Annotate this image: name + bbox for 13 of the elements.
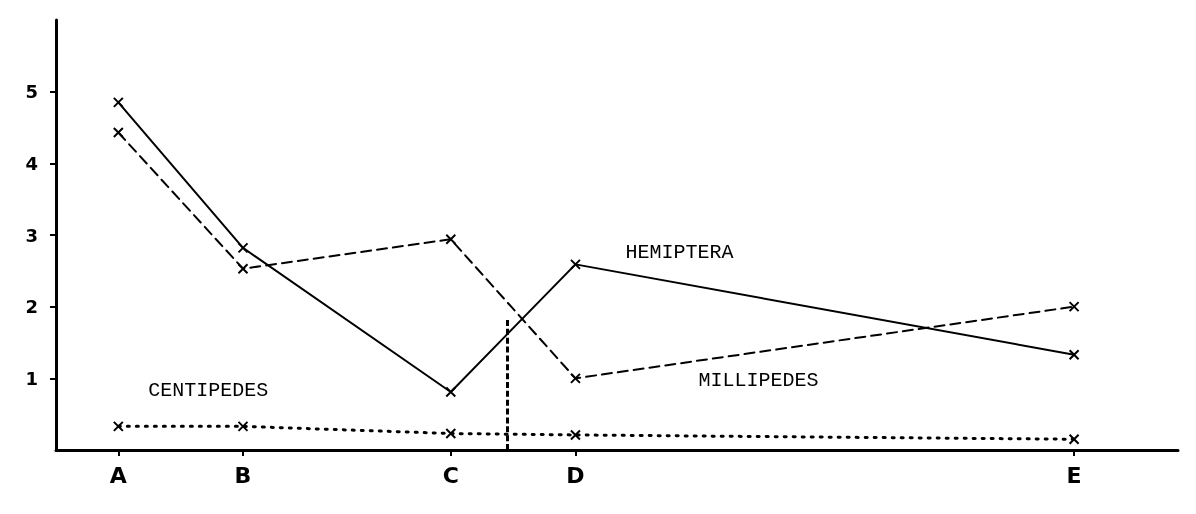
y-tick-label: 4 (25, 152, 38, 174)
x-tick-label: C (442, 462, 459, 488)
x-tick-label: D (566, 462, 585, 488)
series-label: HEMIPTERA (625, 240, 734, 264)
y-tick-label: 1 (25, 367, 38, 389)
x-tick-label: B (234, 462, 252, 488)
x-tick-label: A (109, 462, 127, 488)
y-tick-label: 3 (25, 224, 38, 246)
series-label: MILLIPEDES (698, 368, 819, 392)
series-label: CENTIPEDES (148, 378, 269, 402)
x-tick-label: E (1066, 462, 1082, 488)
y-tick-label: 5 (25, 81, 38, 103)
y-tick-label: 2 (25, 296, 38, 318)
